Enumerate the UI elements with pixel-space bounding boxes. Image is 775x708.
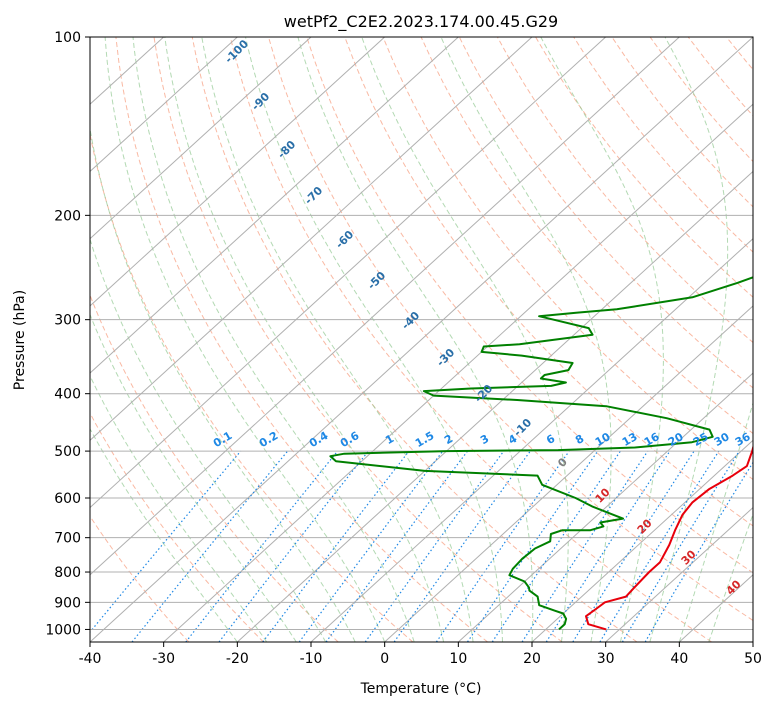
- moist-adiabat-line: [678, 401, 753, 642]
- mixing-ratio-line: [262, 450, 410, 642]
- y-tick-label: 600: [54, 491, 81, 507]
- mixing-ratio-line: [185, 450, 339, 642]
- y-tick-label: 700: [54, 531, 81, 547]
- mixing-ratio-line: [435, 450, 570, 642]
- isotherm-line: [605, 506, 753, 642]
- x-tick-label: 30: [597, 651, 615, 667]
- temperature-profile-line: [585, 444, 753, 631]
- isotherm-line: [752, 641, 753, 642]
- dry-adiabat-line: [268, 37, 753, 622]
- y-tick-label: 300: [54, 313, 81, 329]
- dry-adiabat-line: [496, 37, 753, 344]
- y-tick-label: 500: [54, 444, 81, 460]
- isotherm-line: [90, 37, 312, 240]
- moist-adiabat-line: [708, 513, 753, 642]
- moist-adiabat-line: [90, 237, 327, 642]
- moist-adiabat-line: [649, 37, 729, 642]
- isotherm-line: [236, 170, 753, 642]
- moist-adiabat-line: [90, 427, 238, 642]
- mixing-ratio-line: [131, 450, 289, 642]
- x-axis-title: Temperature (°C): [360, 681, 482, 697]
- x-tick-label: -40: [79, 651, 102, 667]
- dry-adiabat-line: [382, 37, 753, 481]
- x-tick-label: 20: [523, 651, 541, 667]
- isotherm-line: [531, 439, 753, 642]
- dry-adiabat-line: [115, 37, 488, 642]
- moist-adiabat-line: [540, 37, 664, 642]
- isotherm-line: [90, 37, 607, 509]
- x-tick-label: 0: [380, 651, 389, 667]
- y-tick-label: 400: [54, 387, 81, 403]
- moist-adiabat-line: [297, 37, 534, 642]
- y-tick-label: 1000: [45, 622, 81, 638]
- y-tick-label: 100: [54, 30, 81, 46]
- dry-adiabat-line: [765, 37, 775, 642]
- moist-adiabat-line: [90, 313, 297, 642]
- plot-frame: [89, 36, 754, 643]
- x-tick-label: -10: [300, 651, 323, 667]
- mixing-ratio-line: [545, 450, 671, 642]
- isotherm-line: [163, 103, 753, 642]
- moist-adiabat-line: [132, 37, 415, 642]
- x-tick-label: 50: [744, 651, 762, 667]
- mixing-ratio-line: [298, 450, 444, 642]
- dry-adiabat-line: [153, 37, 563, 642]
- moist-adiabat-line: [361, 37, 569, 642]
- dry-adiabat-line: [191, 37, 638, 642]
- x-tick-label: 10: [449, 651, 467, 667]
- isotherm-line: [90, 37, 533, 442]
- isotherm-line: [310, 237, 753, 642]
- moist-adiabat-line: [245, 37, 503, 642]
- chart-title: wetPf2_C2E2.2023.174.00.45.G29: [284, 12, 558, 32]
- mixing-ratio-line: [466, 450, 599, 642]
- moist-adiabat-line: [201, 37, 474, 642]
- isotherm-line: [457, 372, 753, 642]
- mixing-ratio-line: [621, 450, 740, 642]
- x-tick-label: -20: [226, 651, 249, 667]
- mixing-ratio-line: [521, 450, 649, 642]
- isotherm-line: [90, 37, 753, 642]
- dry-adiabat-line: [420, 37, 753, 435]
- mixing-ratio-line: [90, 450, 242, 633]
- dry-adiabat-line: [90, 412, 264, 642]
- isotherm-line: [90, 37, 459, 374]
- y-tick-label: 800: [54, 565, 81, 581]
- moist-adiabat-line: [90, 125, 356, 642]
- isotherm-line: [90, 37, 386, 307]
- mixing-ratio-line: [572, 450, 695, 642]
- isotherm-line: [384, 305, 753, 642]
- dry-adiabat-line: [306, 37, 753, 574]
- mixing-ratio-line: [325, 450, 468, 642]
- mixing-ratio-line: [491, 450, 621, 642]
- mixing-ratio-line: [364, 450, 505, 642]
- dry-adiabat-line: [535, 37, 753, 298]
- y-tick-label: 900: [54, 595, 81, 611]
- isotherm-line: [90, 37, 238, 173]
- dewpoint-profile-line: [329, 276, 753, 631]
- moist-adiabat-line: [164, 37, 445, 642]
- mixing-ratio-line: [393, 450, 531, 642]
- moist-adiabat-line: [440, 37, 612, 642]
- y-tick-label: 200: [54, 208, 81, 224]
- x-tick-label: 40: [670, 651, 688, 667]
- isotherm-line: [90, 37, 680, 576]
- y-axis-title: Pressure (hPa): [12, 290, 28, 390]
- x-tick-label: -30: [152, 651, 175, 667]
- moist-adiabat-line: [90, 374, 268, 642]
